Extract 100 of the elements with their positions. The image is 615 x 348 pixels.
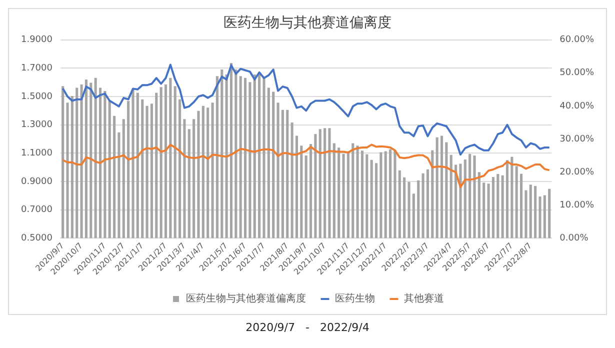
bar	[380, 152, 382, 238]
bar	[206, 108, 210, 238]
bar	[220, 70, 224, 238]
y2-tick-label: 60.00%	[560, 35, 594, 46]
bar	[286, 110, 289, 238]
y2-tick-label: 30.00%	[560, 134, 594, 144]
y2-tick-label: 50.00%	[560, 68, 594, 78]
bar	[122, 119, 125, 238]
y-tick-label: 0.7000	[20, 205, 53, 216]
bar	[276, 102, 280, 238]
bar	[84, 79, 88, 238]
bar	[169, 78, 172, 238]
bar	[412, 194, 415, 238]
bar	[160, 87, 162, 238]
y-tick-label: 1.1000	[20, 148, 53, 159]
bar	[324, 128, 326, 238]
y2-tick-label: 40.00%	[560, 101, 594, 112]
bar	[262, 78, 266, 238]
bar	[328, 128, 331, 238]
legend-label: 医药生物与其他赛道偏离度	[186, 292, 306, 305]
bar	[62, 86, 64, 238]
bar	[487, 184, 490, 238]
bar	[342, 154, 345, 238]
bar	[304, 156, 308, 238]
bar	[76, 88, 78, 238]
chart-title: 医药生物与其他赛道偏离度	[224, 15, 392, 32]
bar	[230, 62, 233, 238]
y2-tick-label: 20.00%	[560, 167, 594, 178]
bar	[454, 164, 458, 238]
bar	[538, 196, 542, 238]
bar	[356, 146, 359, 238]
bar	[338, 148, 340, 238]
bar	[70, 96, 74, 238]
y-tick-label: 0.9000	[20, 176, 53, 187]
bar	[398, 170, 401, 238]
bar	[244, 78, 247, 238]
bar	[422, 173, 424, 238]
bar	[113, 116, 116, 238]
bar	[258, 74, 261, 238]
bar	[440, 136, 444, 238]
bar	[197, 110, 200, 238]
bar	[211, 102, 214, 238]
bar	[94, 78, 97, 238]
bar	[178, 99, 182, 238]
bar	[408, 182, 410, 238]
bar	[403, 177, 406, 238]
bar	[529, 184, 532, 238]
bar	[332, 143, 336, 238]
bar	[90, 82, 92, 238]
bar	[150, 104, 153, 238]
y2-tick-label: 10.00%	[560, 200, 594, 210]
bar	[295, 136, 298, 238]
bar	[272, 92, 275, 238]
bar	[281, 110, 284, 238]
bar	[118, 132, 120, 238]
bar	[384, 151, 387, 238]
bar	[468, 154, 472, 238]
bar	[300, 146, 303, 238]
bar	[225, 74, 228, 238]
bar	[426, 169, 429, 238]
bar	[436, 137, 438, 238]
bar	[318, 129, 322, 238]
bar	[370, 160, 373, 238]
bar	[450, 154, 452, 238]
y-tick-label: 0.5000	[20, 234, 53, 244]
bar	[104, 91, 106, 238]
bar	[515, 166, 518, 238]
bar	[417, 180, 420, 238]
bar	[431, 150, 434, 238]
bar	[478, 172, 480, 238]
bar	[136, 92, 139, 238]
bar	[394, 150, 396, 238]
bar	[464, 160, 466, 238]
bar	[108, 100, 111, 238]
bar	[492, 177, 494, 238]
y2-tick-label: 0.00%	[560, 234, 589, 244]
bar	[366, 154, 368, 238]
bar	[202, 106, 204, 238]
bar	[510, 156, 514, 238]
bar	[290, 122, 294, 238]
bar	[192, 119, 196, 238]
bar	[132, 89, 134, 238]
bar	[352, 143, 354, 238]
bar	[309, 144, 312, 238]
y-tick-label: 1.9000	[20, 35, 53, 46]
bar	[267, 88, 270, 238]
legend-label: 医药生物	[335, 292, 375, 305]
bar	[389, 149, 392, 238]
bar	[346, 152, 350, 238]
bar	[445, 142, 448, 238]
y-tick-label: 1.5000	[20, 92, 53, 102]
bar	[239, 76, 242, 238]
bar	[548, 188, 551, 238]
bar	[501, 175, 504, 238]
y-tick-label: 1.3000	[20, 120, 53, 130]
bar	[164, 84, 168, 238]
bar	[473, 156, 476, 238]
bar	[234, 70, 238, 238]
bar	[80, 84, 83, 238]
bar	[66, 102, 69, 238]
